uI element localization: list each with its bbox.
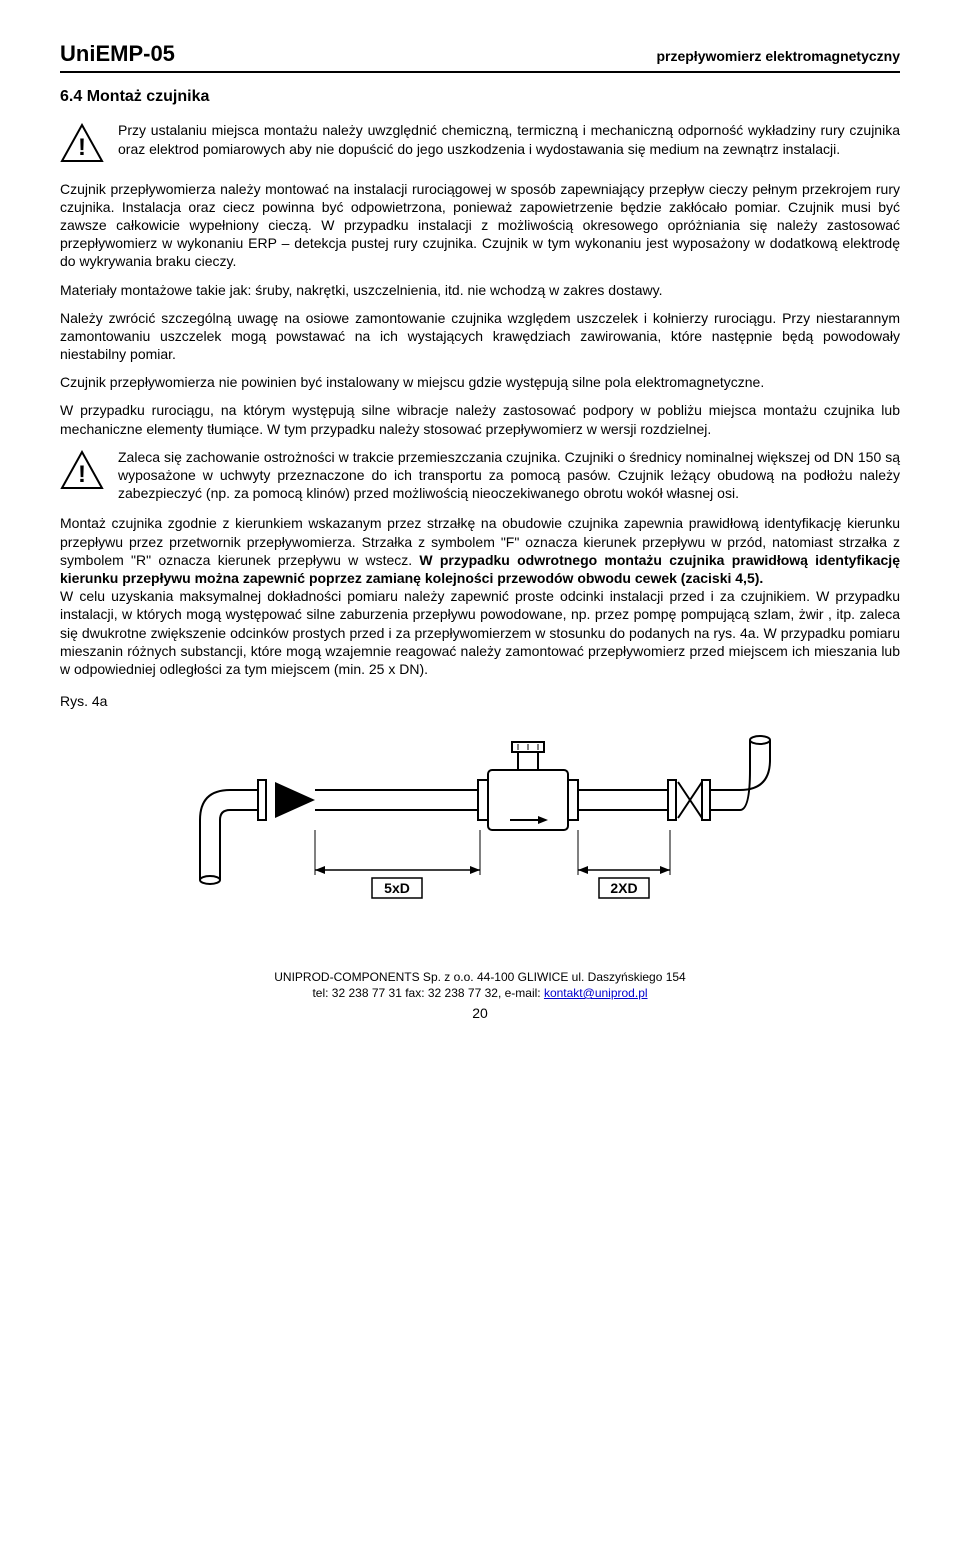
warning-block-1: ! Przy ustalaniu miejsca montażu należy … bbox=[60, 121, 900, 167]
page-footer: UNIPROD-COMPONENTS Sp. z o.o. 44-100 GLI… bbox=[60, 970, 900, 1001]
paragraph-6: Montaż czujnika zgodnie z kierunkiem wsk… bbox=[60, 514, 900, 678]
dim-label-left: 5xD bbox=[384, 880, 410, 896]
header-left-title: UniEMP-05 bbox=[60, 40, 175, 69]
warning-icon: ! bbox=[60, 450, 104, 494]
header-right-subtitle: przepływomierz elektromagnetyczny bbox=[656, 47, 900, 65]
warning-icon: ! bbox=[60, 123, 104, 167]
installation-diagram: 5xD 2XD bbox=[60, 730, 900, 934]
figure-caption: Rys. 4a bbox=[60, 692, 900, 710]
paragraph-4: Czujnik przepływomierza nie powinien być… bbox=[60, 373, 900, 391]
footer-line1: UNIPROD-COMPONENTS Sp. z o.o. 44-100 GLI… bbox=[274, 970, 685, 984]
warning-text-1: Przy ustalaniu miejsca montażu należy uw… bbox=[118, 121, 900, 157]
dim-label-right: 2XD bbox=[610, 880, 637, 896]
paragraph-3: Należy zwrócić szczególną uwagę na osiow… bbox=[60, 309, 900, 364]
footer-line2: tel: 32 238 77 31 fax: 32 238 77 32, e-m… bbox=[312, 986, 544, 1000]
paragraph-1: Czujnik przepływomierza należy montować … bbox=[60, 180, 900, 271]
section-title: 6.4 Montaż czujnika bbox=[60, 87, 900, 108]
warning-block-2: ! Zaleca się zachowanie ostrożności w tr… bbox=[60, 448, 900, 503]
warning-text-2: Zaleca się zachowanie ostrożności w trak… bbox=[118, 448, 900, 503]
page-header: UniEMP-05 przepływomierz elektromagnetyc… bbox=[60, 40, 900, 73]
paragraph-2: Materiały montażowe takie jak: śruby, na… bbox=[60, 281, 900, 299]
paragraph-6b: W celu uzyskania maksymalnej dokładności… bbox=[60, 588, 900, 677]
footer-email-link[interactable]: kontakt@uniprod.pl bbox=[544, 986, 648, 1000]
page-number: 20 bbox=[60, 1004, 900, 1022]
svg-text:!: ! bbox=[78, 134, 86, 161]
svg-text:!: ! bbox=[78, 461, 86, 488]
paragraph-5: W przypadku rurociągu, na którym występu… bbox=[60, 401, 900, 437]
